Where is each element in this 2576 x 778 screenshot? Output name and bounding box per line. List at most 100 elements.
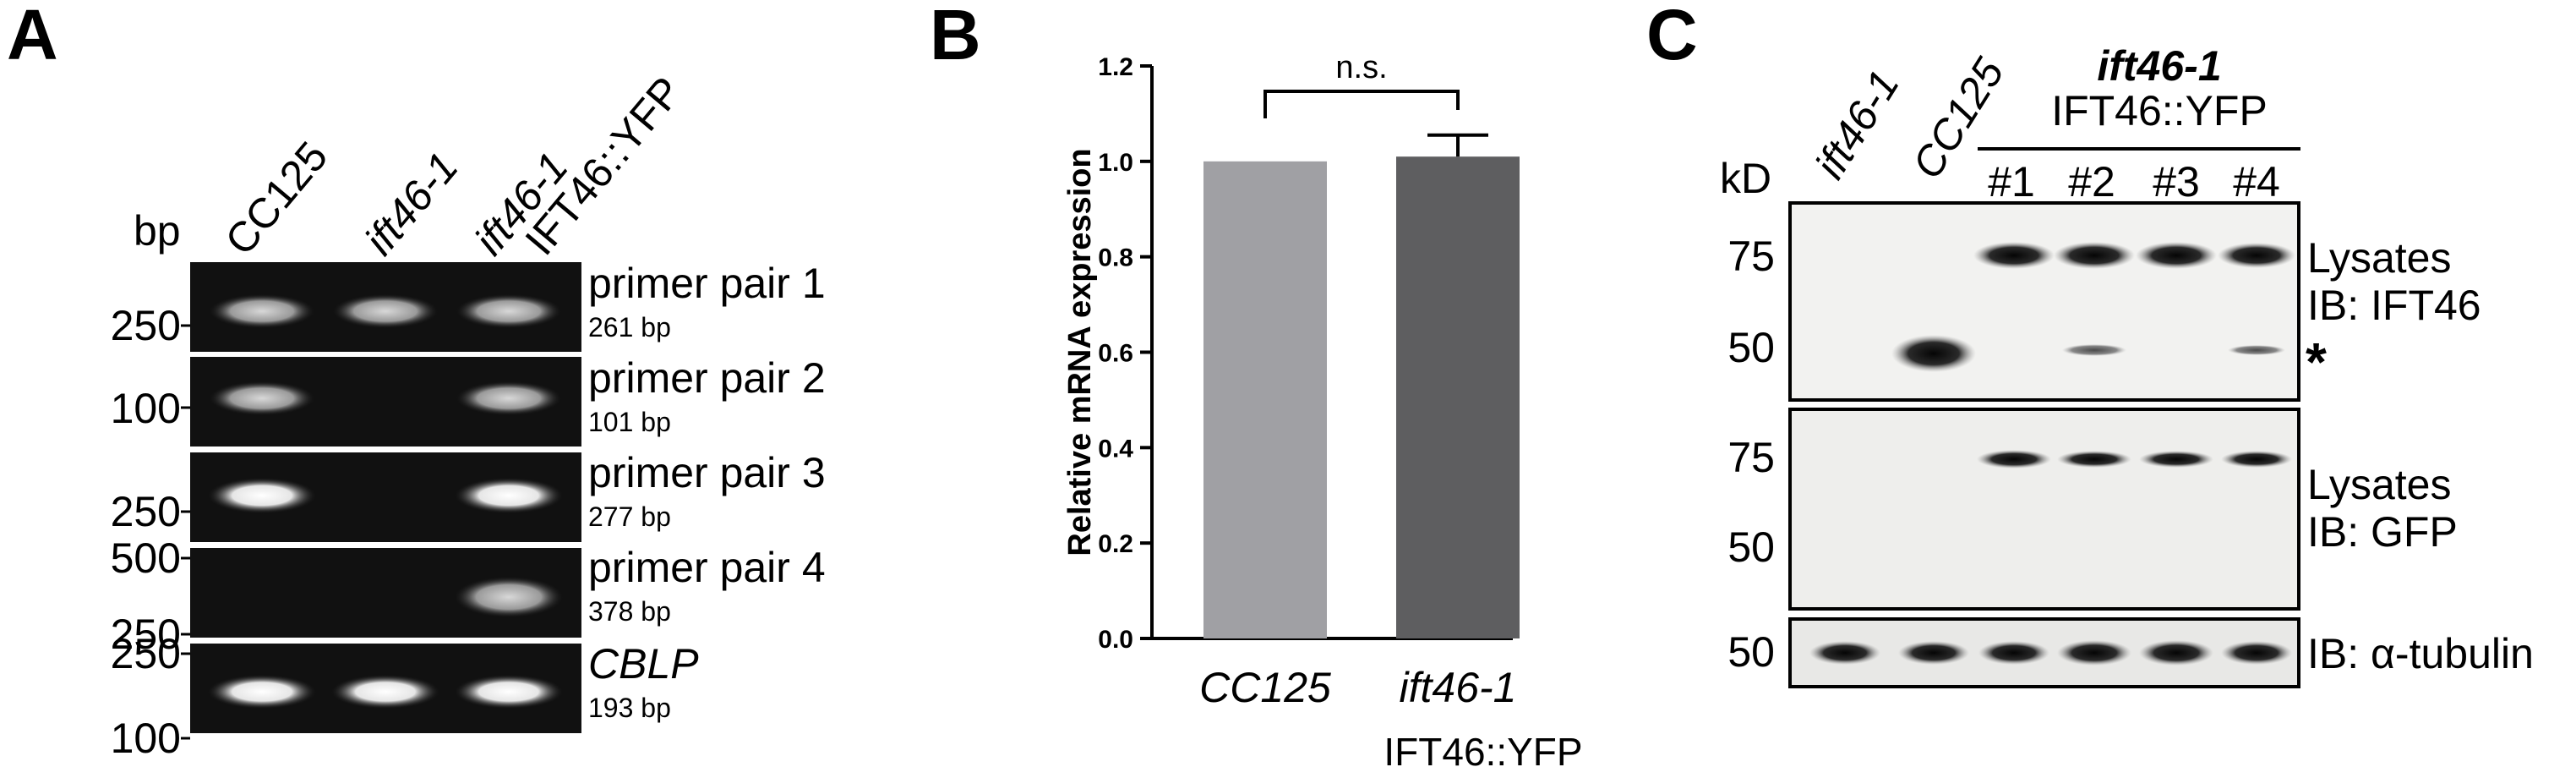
gel-primer-name: primer pair 3 — [588, 449, 826, 496]
blot-band — [1977, 450, 2051, 468]
gel-band — [333, 294, 438, 328]
gel-strip-3: 250 primer pair 3 277 bp — [111, 449, 826, 542]
gel-band — [456, 294, 561, 328]
gel-product-size: 261 bp — [588, 312, 671, 342]
blot-band — [2057, 640, 2131, 666]
y-tick-label: 0.2 — [1098, 530, 1133, 558]
gel-band — [210, 294, 314, 328]
y-tick-label: 0.6 — [1098, 340, 1133, 368]
marker-label: 250 — [111, 630, 181, 677]
marker-label: 75 — [1727, 233, 1775, 280]
blot-band — [2218, 243, 2295, 268]
panel-c-letter: C — [1646, 0, 1698, 74]
panel-a-letter: A — [7, 0, 58, 74]
bar-1 — [1203, 161, 1327, 639]
blot-band — [2136, 242, 2217, 269]
marker-label: 100 — [111, 715, 181, 762]
blot-label-2: IB: GFP — [2307, 508, 2458, 556]
gel-strip-2: 100 primer pair 2 101 bp — [111, 354, 826, 447]
blot-band — [2057, 451, 2131, 468]
gel-product-size: 378 bp — [588, 596, 671, 627]
y-tick-label: 1.2 — [1098, 53, 1133, 81]
gel-primer-name: primer pair 4 — [588, 544, 826, 591]
gel-band — [331, 675, 439, 709]
nonspecific-asterisk: * — [2306, 331, 2327, 392]
blot-gfp: 75 50 Lysates IB: GFP — [1727, 408, 2458, 611]
gel-product-size: 193 bp — [588, 693, 671, 723]
marker-label: 500 — [111, 534, 181, 582]
blot-membrane — [1788, 201, 2300, 402]
significance-label: n.s. — [1335, 50, 1387, 85]
group-sublabel: IFT46::YFP — [2051, 87, 2268, 134]
blot-band — [1978, 641, 2049, 665]
blot-band — [2139, 451, 2213, 468]
blot-band — [2054, 242, 2135, 269]
gel-band — [456, 381, 561, 415]
y-tick-label: 0.4 — [1098, 435, 1133, 463]
marker-label: 250 — [111, 488, 181, 535]
blot-ift46: 75 50 Lysates IB: IFT46 * — [1727, 201, 2481, 402]
y-tick-label: 0.0 — [1098, 626, 1133, 654]
significance-bracket — [1263, 90, 1460, 118]
panel-b-letter: B — [930, 0, 981, 74]
blot-band — [1891, 335, 1976, 372]
marker-label: 50 — [1727, 324, 1775, 371]
blot-label-2: IB: IFT46 — [2307, 282, 2481, 329]
blot-band — [1973, 242, 2055, 269]
blot-band — [2221, 641, 2292, 665]
gel-strip-1: 250 primer pair 1 261 bp — [111, 260, 826, 352]
y-axis-title: Relative mRNA expression — [1062, 148, 1098, 556]
gel-band — [455, 577, 563, 617]
marker-label: 50 — [1727, 628, 1775, 676]
blot-band — [2221, 451, 2292, 468]
panel-a: A bp CC125 ift46-1 ift46-1 IFT46::YFP 25… — [7, 0, 826, 762]
blot-label-1: Lysates — [2307, 461, 2451, 508]
gel-primer-name: CBLP — [588, 640, 699, 688]
blot-membrane — [1788, 408, 2300, 611]
panel-c: C kD ift46-1 CC125 ift46-1 IFT46::YFP #1… — [1646, 0, 2534, 688]
blot-label-1: IB: α-tubulin — [2307, 630, 2534, 677]
bp-label: bp — [134, 207, 181, 255]
marker-label: 250 — [111, 302, 181, 349]
blot-band — [2062, 344, 2126, 356]
y-tick-label: 0.8 — [1098, 244, 1133, 272]
lane-label-ift46-1: ift46-1 — [1806, 62, 1908, 187]
marker-label: 50 — [1727, 523, 1775, 571]
gel-product-size: 101 bp — [588, 407, 671, 437]
gel-band — [455, 675, 563, 709]
marker-label: 100 — [111, 385, 181, 432]
gel-band — [208, 675, 316, 709]
blot-label-1: Lysates — [2307, 234, 2451, 282]
blot-band — [2139, 640, 2213, 666]
gel-product-size: 277 bp — [588, 501, 671, 532]
gel-strip-5: 250 100 CBLP 193 bp — [111, 630, 700, 762]
marker-label: 250 — [111, 611, 181, 658]
bar-2 — [1396, 156, 1520, 639]
gel-band — [455, 478, 563, 513]
lane-label-ift46-1: ift46-1 — [356, 144, 467, 264]
panel-b: B 0.0 0.2 0.4 0.6 0.8 1.0 1.2 Relative mRNA exp… — [930, 0, 1583, 774]
blot-tubulin: 50 IB: α-tubulin — [1727, 617, 2534, 688]
y-tick-label: 1.0 — [1098, 149, 1133, 177]
marker-label: 75 — [1727, 434, 1775, 481]
x-category-label: ift46-1 — [1400, 664, 1517, 711]
group-label: ift46-1 — [2097, 42, 2221, 90]
lane-label-clone-1: #1 — [1988, 158, 2035, 205]
lane-label-clone-2: #2 — [2068, 158, 2115, 205]
x-category-sublabel: IFT46::YFP — [1384, 730, 1582, 774]
blot-band — [1898, 641, 1969, 665]
gel-band — [210, 381, 314, 415]
x-category-label: CC125 — [1199, 664, 1331, 711]
lane-label-clone-3: #3 — [2153, 158, 2200, 205]
bar-chart: 0.0 0.2 0.4 0.6 0.8 1.0 1.2 Relative mRNA expre… — [1062, 50, 1583, 774]
lane-label-cc125: CC125 — [216, 133, 337, 264]
lane-label-clone-4: #4 — [2233, 158, 2280, 205]
blot-band — [2228, 345, 2285, 355]
gel-primer-name: primer pair 1 — [588, 260, 826, 307]
kd-label: kD — [1720, 155, 1771, 202]
gel-band — [208, 478, 316, 513]
gel-strip-4: 500 250 primer pair 4 378 bp — [111, 534, 826, 658]
blot-band — [1809, 641, 1880, 665]
gel-primer-name: primer pair 2 — [588, 354, 826, 402]
